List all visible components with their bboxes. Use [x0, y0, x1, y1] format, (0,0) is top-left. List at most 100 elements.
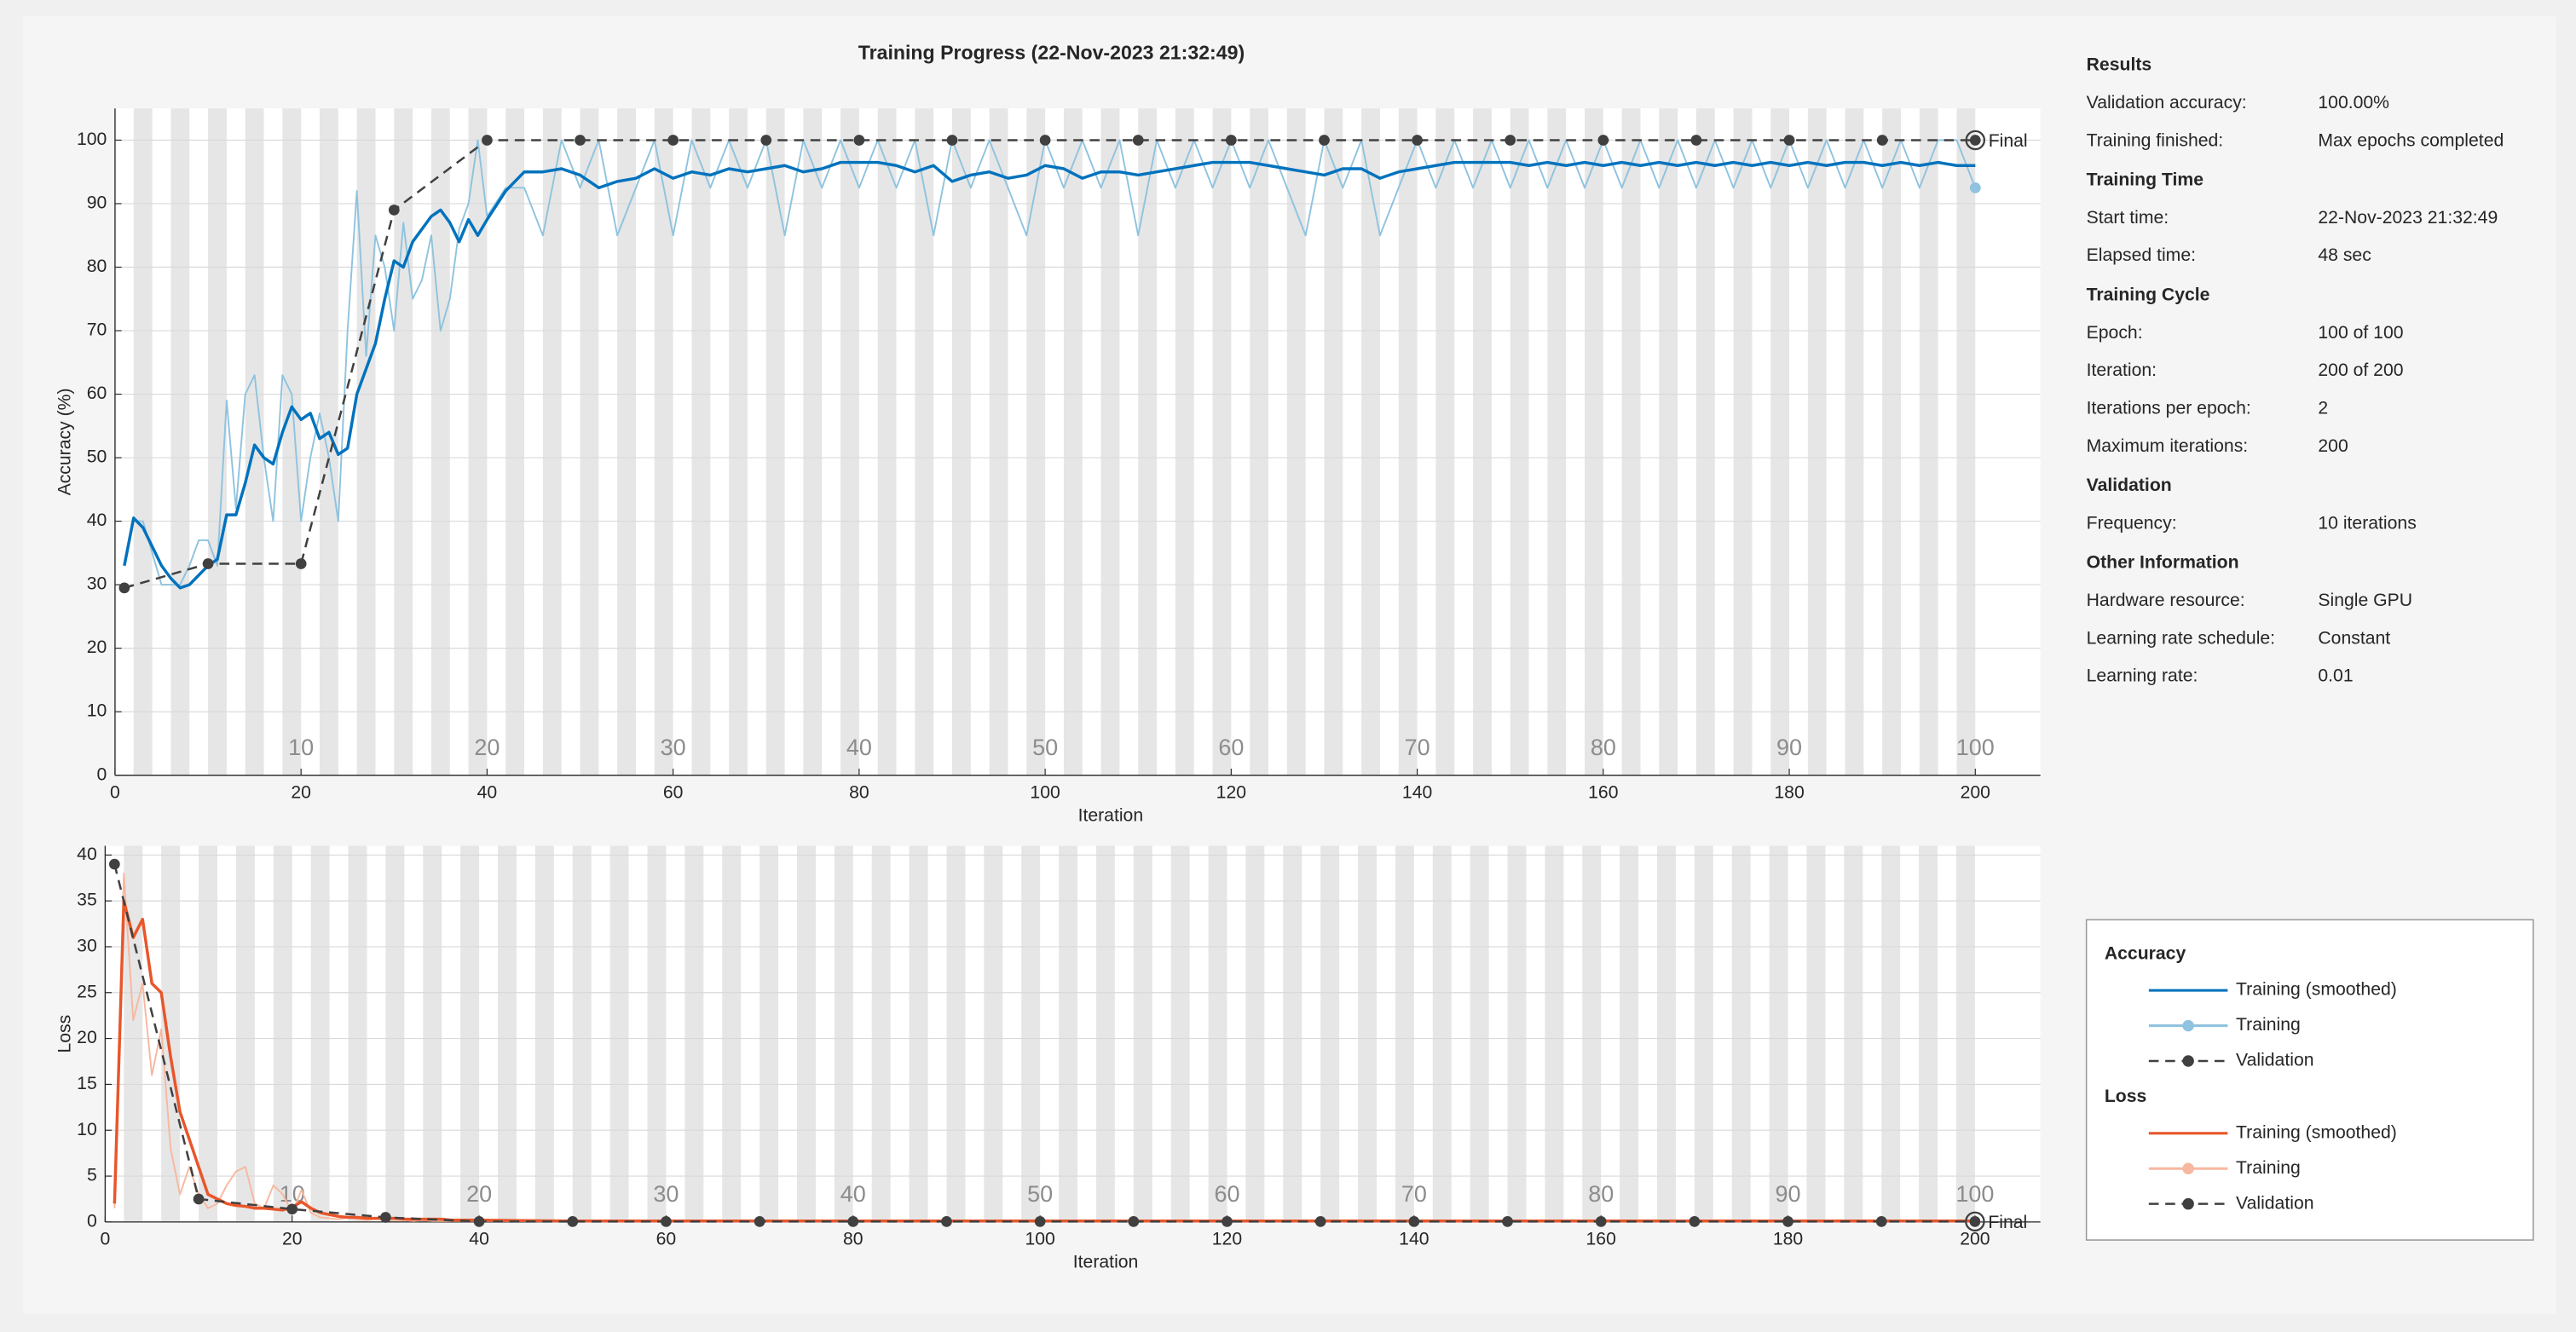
validation-point	[482, 135, 493, 146]
y-tick-label: 35	[77, 891, 97, 910]
epoch-stripe	[1882, 108, 1902, 776]
epoch-stripe	[1100, 108, 1120, 776]
y-tick-label: 30	[87, 574, 107, 594]
validation-point	[286, 1203, 298, 1215]
epoch-stripe	[1582, 845, 1602, 1222]
epoch-stripe	[320, 108, 338, 776]
y-tick-label: 0	[97, 764, 107, 784]
epoch-stripe	[1845, 108, 1864, 776]
validation-point	[1689, 1215, 1701, 1227]
series-line	[123, 160, 1976, 590]
epoch-stripe	[1361, 108, 1380, 776]
epoch-stripe	[684, 845, 704, 1222]
epoch-stripe	[208, 108, 227, 776]
epoch-stripe	[1432, 845, 1452, 1222]
epoch-stripe	[984, 845, 1003, 1222]
epoch-stripe	[1095, 845, 1115, 1222]
epoch-stripe	[1806, 845, 1826, 1222]
x-tick-label: 20	[291, 782, 311, 802]
epoch-stripe	[760, 845, 779, 1222]
y-tick-label: 5	[87, 1166, 97, 1185]
validation-point	[567, 1215, 579, 1227]
epoch-stripe	[430, 108, 450, 776]
validation-point	[1222, 1215, 1233, 1227]
epoch-stripe	[1470, 845, 1489, 1222]
plot-0: 0 10 20 30 40 50 60 70 80 90 100 0 20 40 60 80 100 120 140…	[55, 108, 2041, 825]
epoch-stripe	[245, 108, 264, 776]
validation-point	[1875, 1215, 1887, 1227]
plot-1: 0 5 10 15 20 25 30 35 40 0 20 40 60 80 100 120 140 160 180…	[55, 845, 2041, 1272]
epoch-stripe	[161, 845, 181, 1222]
x-tick-label: 140	[1402, 782, 1432, 802]
validation-point	[1969, 1215, 1981, 1227]
epoch-stripe	[572, 845, 592, 1222]
y-tick-label: 70	[87, 320, 107, 340]
x-axis-label: Iteration	[1073, 1253, 1139, 1272]
legend-label: Training (smoothed)	[2236, 980, 2397, 1000]
info-value: 2	[2318, 398, 2328, 418]
x-tick-label: 20	[282, 1230, 303, 1249]
epoch-stripe	[1358, 845, 1377, 1222]
info-label: Hardware resource:	[2087, 591, 2245, 610]
epoch-stripe	[909, 845, 928, 1222]
window-title: Training Progress (22-Nov-2023 21:32:49)	[858, 42, 1245, 64]
info-label: Maximum iterations:	[2087, 436, 2249, 456]
epoch-stripe	[609, 845, 629, 1222]
y-tick-label: 10	[77, 1120, 97, 1139]
legend-title: Loss	[2105, 1087, 2146, 1106]
validation-point	[193, 1193, 205, 1205]
epoch-label: 40	[846, 735, 872, 760]
epoch-stripe	[1021, 845, 1041, 1222]
info-value: Max epochs completed	[2318, 130, 2504, 150]
epoch-stripe	[1659, 108, 1678, 776]
epoch-stripe	[952, 108, 971, 776]
epoch-stripe	[1324, 108, 1343, 776]
x-tick-label: 200	[1961, 782, 1990, 802]
validation-point	[1039, 135, 1051, 146]
legend-marker	[2182, 1055, 2194, 1067]
validation-point	[1319, 135, 1330, 146]
info-label: Start time:	[2087, 208, 2169, 228]
info-label: Learning rate schedule:	[2087, 628, 2275, 648]
info-label: Epoch:	[2087, 323, 2143, 343]
validation-point	[1502, 1215, 1513, 1227]
epoch-stripe	[124, 845, 143, 1222]
validation-point	[575, 135, 586, 146]
validation-point	[1314, 1215, 1326, 1227]
x-axis-label: Iteration	[1078, 805, 1144, 825]
y-tick-label: 40	[87, 510, 107, 530]
validation-point	[941, 1215, 952, 1227]
validation-point	[946, 135, 958, 146]
x-tick-label: 200	[1960, 1230, 1990, 1249]
info-label: Learning rate:	[2087, 666, 2198, 686]
info-value: 22-Nov-2023 21:32:49	[2318, 208, 2498, 228]
epoch-stripe	[1621, 108, 1641, 776]
x-tick-label: 40	[469, 1230, 489, 1249]
epoch-stripe	[1807, 108, 1827, 776]
validation-point	[847, 1215, 859, 1227]
epoch-stripe	[1063, 108, 1083, 776]
x-tick-label: 60	[663, 782, 684, 802]
epoch-stripe	[235, 845, 255, 1222]
y-tick-label: 25	[77, 982, 97, 1001]
epoch-stripe	[1250, 108, 1269, 776]
x-tick-label: 120	[1212, 1230, 1242, 1249]
epoch-stripe	[460, 845, 480, 1222]
epoch-label: 90	[1776, 1181, 1801, 1207]
epoch-stripe	[1585, 108, 1603, 776]
epoch-stripe	[765, 108, 785, 776]
epoch-label: 90	[1776, 735, 1802, 760]
y-tick-label: 80	[87, 257, 107, 276]
epoch-stripe	[310, 845, 330, 1222]
epoch-stripe	[1138, 108, 1158, 776]
info-value: 48 sec	[2318, 245, 2371, 265]
x-tick-label: 160	[1588, 782, 1618, 802]
info-section-title: Other Information	[2087, 553, 2239, 573]
legend-marker	[2182, 1019, 2194, 1032]
epoch-label: 40	[840, 1181, 866, 1207]
info-value: 0.01	[2318, 666, 2353, 686]
epoch-stripe	[617, 108, 637, 776]
epoch-stripe	[1955, 845, 1975, 1222]
epoch-stripe	[877, 108, 897, 776]
